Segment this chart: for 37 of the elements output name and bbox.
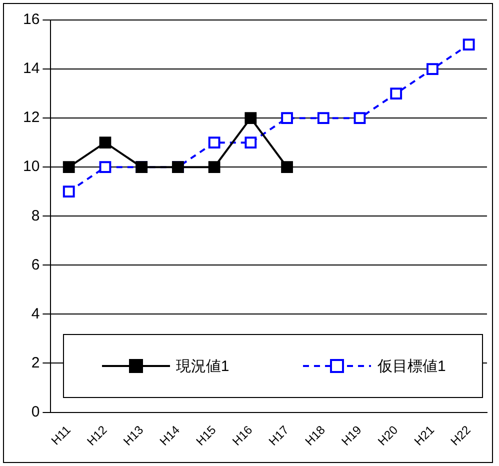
x-tick-label: H20 [375, 422, 401, 448]
y-tick-label: 2 [31, 354, 40, 372]
legend-label: 仮目標値1 [377, 356, 446, 376]
y-tick-label: 4 [31, 305, 40, 322]
x-tick-label: H12 [84, 422, 110, 448]
point [62, 161, 75, 174]
x-tick-label: H13 [120, 422, 146, 448]
point [354, 112, 366, 124]
x-tick-label: H21 [411, 422, 438, 448]
point [208, 136, 220, 149]
point [426, 63, 438, 75]
x-tick-label: H19 [338, 422, 364, 448]
y-tick-label: 10 [22, 158, 40, 176]
point [208, 161, 220, 174]
point [281, 161, 293, 174]
y-tick-label: 8 [31, 207, 40, 224]
x-tick-label: H18 [302, 422, 328, 448]
point [99, 136, 112, 149]
point [462, 38, 475, 50]
point [317, 112, 330, 124]
x-tick-label: H14 [156, 422, 183, 448]
y-tick-label: 0 [31, 403, 40, 420]
legend-label: 現況値1 [176, 356, 230, 376]
point [99, 161, 112, 174]
point [244, 136, 257, 149]
x-tick-label: H11 [48, 422, 74, 448]
y-tick-label: 14 [22, 60, 40, 78]
point [62, 186, 75, 198]
x-tick-label: H16 [230, 422, 256, 448]
y-tick-label: 12 [22, 109, 40, 126]
x-tick-label: H22 [448, 422, 474, 448]
x-tick-label: H15 [193, 422, 219, 448]
y-tick-label: 6 [31, 256, 40, 274]
y-tick-label: 16 [22, 11, 40, 28]
point [390, 88, 402, 100]
point [244, 112, 257, 124]
point [281, 112, 293, 124]
